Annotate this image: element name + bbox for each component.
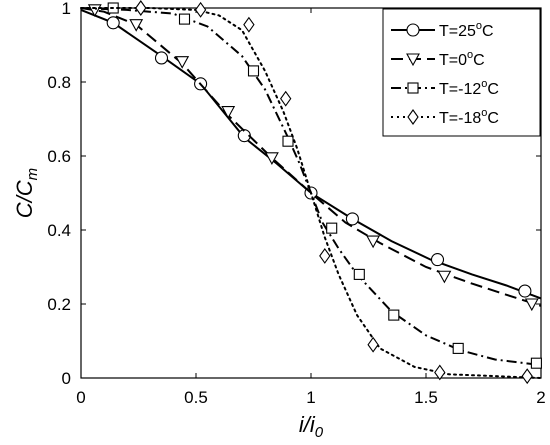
x-tick-label: 0.5 (184, 388, 208, 407)
legend-label: T=0oC (439, 49, 485, 69)
x-tick-label: 2 (536, 388, 545, 407)
legend-marker (407, 82, 419, 94)
legend-label: T=-18oC (439, 107, 499, 127)
data-point-marker (366, 235, 381, 249)
y-tick-label: 0.6 (47, 147, 71, 166)
y-tick-label: 0.4 (47, 221, 71, 240)
data-point-marker (430, 253, 445, 267)
series-3 (80, 0, 542, 385)
y-axis-label: C/Cm (12, 168, 41, 218)
x-axis-label: i/i0 (299, 412, 324, 441)
y-tick-label: 0.2 (47, 295, 71, 314)
data-point-marker (129, 19, 144, 32)
series-1 (80, 4, 542, 312)
data-point-marker (178, 13, 191, 25)
data-point-marker (175, 56, 190, 69)
x-tick-label: 0 (76, 388, 85, 407)
data-point-marker (437, 270, 452, 284)
legend-label: T=25oC (439, 20, 494, 40)
legend-marker (406, 23, 420, 37)
data-point-marker (194, 1, 207, 18)
data-point-marker (452, 342, 464, 354)
x-tick-label: 1 (306, 388, 315, 407)
y-tick-label: 1 (62, 0, 71, 18)
data-point-marker (106, 16, 120, 30)
data-point-marker (530, 357, 542, 369)
data-point-marker (388, 309, 400, 321)
legend-marker (406, 53, 420, 67)
data-point-marker (521, 368, 533, 385)
data-point-marker (154, 51, 169, 65)
series-layer (80, 0, 542, 385)
data-point-marker (243, 16, 255, 33)
data-point-marker (282, 135, 294, 147)
data-point-marker (345, 212, 359, 226)
data-point-marker (135, 0, 147, 16)
data-point-marker (87, 4, 102, 17)
legend-marker (407, 109, 419, 125)
y-tick-label: 0.8 (47, 73, 71, 92)
data-point-marker (518, 284, 532, 298)
data-point-marker (264, 152, 279, 165)
data-point-marker (319, 247, 331, 264)
data-point-marker (326, 222, 338, 234)
x-tick-label: 1.5 (414, 388, 438, 407)
data-point-marker (524, 298, 539, 312)
data-point-marker (367, 336, 379, 353)
data-point-marker (280, 90, 292, 107)
data-point-marker (221, 106, 236, 119)
legend: T=25oC T=0oC T=-12oC T=-18oC (382, 8, 541, 137)
data-point-marker (353, 268, 365, 280)
axis-ticks: 0 0.5 1 1.5 2 0 0.2 0.4 0.6 0.8 1 (47, 0, 545, 407)
data-point-marker (434, 364, 446, 381)
series-line (80, 7, 542, 379)
legend-label: T=-12oC (439, 78, 499, 98)
data-point-marker (247, 65, 260, 77)
y-tick-label: 0 (62, 369, 71, 388)
